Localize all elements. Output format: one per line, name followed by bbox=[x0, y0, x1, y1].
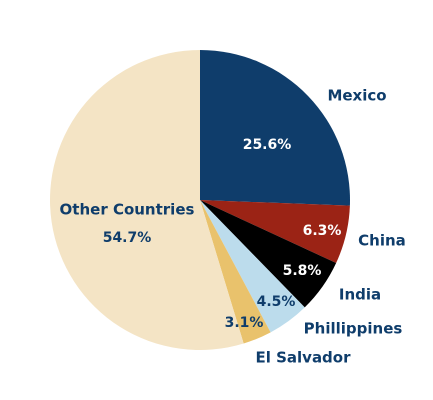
pie-slice bbox=[50, 50, 244, 350]
value-label: 25.6% bbox=[243, 137, 292, 153]
slice-name: China bbox=[358, 232, 406, 250]
value-label: 6.3% bbox=[303, 223, 342, 239]
slice-name: El Salvador bbox=[255, 349, 351, 367]
value-label: 3.1% bbox=[225, 315, 264, 331]
pie-slice bbox=[200, 200, 337, 308]
slice-name: Mexico bbox=[327, 87, 386, 105]
pie-slice bbox=[200, 200, 271, 344]
pie-slice bbox=[200, 200, 350, 264]
slice-name: Other Countries bbox=[60, 201, 195, 219]
slice-name: Phillippines bbox=[304, 320, 403, 338]
slice-name: India bbox=[339, 286, 381, 304]
value-label: 5.8% bbox=[283, 263, 322, 279]
pie-slice bbox=[200, 50, 350, 206]
pie-slice bbox=[200, 200, 305, 333]
value-label: 4.5% bbox=[257, 294, 296, 310]
value-label: 54.7% bbox=[103, 230, 152, 246]
